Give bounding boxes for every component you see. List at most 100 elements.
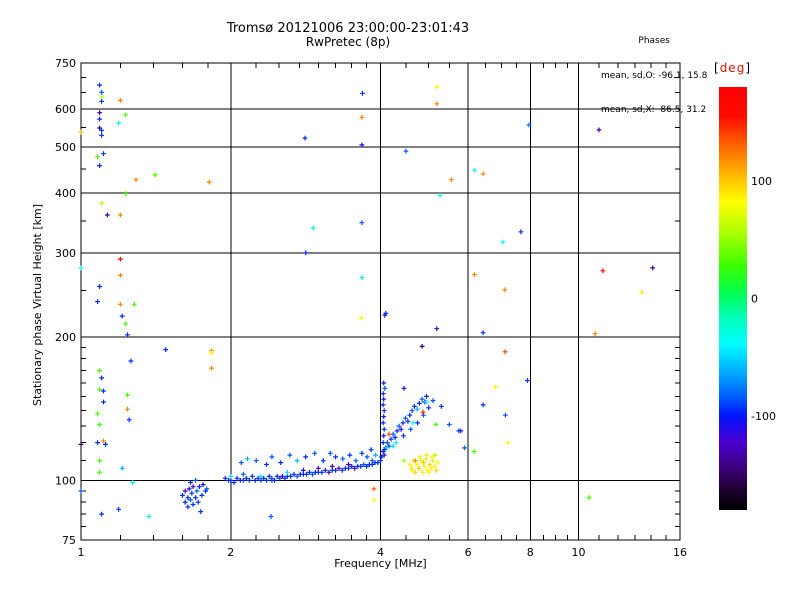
data-point bbox=[380, 420, 386, 426]
data-point bbox=[194, 488, 200, 494]
data-point bbox=[285, 469, 290, 475]
colorbar-unit-label: [deg] bbox=[714, 61, 751, 75]
data-point bbox=[99, 127, 104, 133]
y-tick-labels: 75 100 200 300 400 500 600 750 bbox=[55, 57, 76, 547]
data-point bbox=[380, 440, 386, 445]
data-point bbox=[209, 350, 214, 356]
data-point bbox=[95, 299, 100, 304]
data-point bbox=[438, 403, 444, 409]
y-tick-label: 75 bbox=[62, 534, 76, 547]
x-tick-label: 16 bbox=[673, 546, 687, 559]
y-tick-label: 400 bbox=[55, 187, 76, 200]
data-point bbox=[209, 365, 214, 371]
data-point bbox=[78, 265, 84, 271]
data-point bbox=[349, 464, 355, 469]
data-point bbox=[277, 475, 283, 481]
data-point bbox=[247, 478, 252, 483]
data-point bbox=[188, 480, 193, 485]
data-point bbox=[234, 475, 240, 481]
data-point bbox=[419, 344, 425, 349]
data-point bbox=[346, 462, 351, 467]
data-point bbox=[390, 431, 396, 437]
y-tick-label: 750 bbox=[55, 57, 76, 70]
data-point bbox=[394, 428, 400, 434]
x-tick-labels: 1 2 4 6 8 10 16 bbox=[78, 546, 688, 559]
data-point bbox=[95, 411, 100, 417]
data-point bbox=[471, 449, 477, 454]
data-point bbox=[97, 284, 102, 289]
data-point bbox=[123, 112, 129, 118]
data-point bbox=[97, 458, 102, 464]
data-point bbox=[307, 469, 312, 475]
data-point bbox=[268, 514, 274, 519]
data-point bbox=[500, 239, 506, 245]
data-point bbox=[97, 110, 102, 116]
data-point bbox=[99, 375, 104, 381]
data-point bbox=[95, 154, 100, 160]
data-point bbox=[434, 84, 440, 90]
colorbar-tick-label: 0 bbox=[751, 293, 758, 306]
data-point bbox=[412, 469, 418, 475]
data-point bbox=[228, 473, 234, 479]
data-point bbox=[435, 460, 441, 465]
data-point bbox=[401, 433, 406, 439]
data-point bbox=[368, 447, 374, 453]
data-point bbox=[274, 473, 280, 479]
data-point bbox=[252, 478, 258, 483]
data-point bbox=[200, 482, 206, 487]
data-point bbox=[361, 462, 367, 467]
data-point bbox=[333, 467, 338, 473]
data-point bbox=[480, 171, 486, 177]
data-point bbox=[381, 408, 387, 414]
data-point bbox=[97, 116, 102, 122]
data-point bbox=[329, 464, 335, 469]
data-point bbox=[78, 488, 84, 494]
phase-stats-x-line: mean, sd,X: 86.5, 31.2 bbox=[601, 105, 707, 115]
colorbar-tick-label: -100 bbox=[751, 410, 776, 423]
data-point bbox=[410, 420, 416, 426]
data-point bbox=[381, 414, 387, 420]
data-point bbox=[371, 497, 377, 503]
data-point bbox=[412, 458, 418, 464]
plot-subtitle: RwPretec (8p) bbox=[305, 35, 391, 49]
data-point bbox=[639, 289, 645, 295]
data-point bbox=[95, 440, 100, 445]
data-point bbox=[424, 394, 429, 399]
data-point bbox=[420, 409, 426, 415]
data-point bbox=[446, 422, 452, 427]
data-point bbox=[238, 460, 244, 465]
data-point bbox=[373, 452, 378, 458]
data-point bbox=[428, 465, 434, 471]
data-point bbox=[526, 122, 532, 128]
data-point bbox=[339, 467, 345, 473]
data-point bbox=[301, 467, 306, 473]
data-point bbox=[118, 256, 123, 262]
data-point bbox=[294, 473, 300, 479]
data-point bbox=[240, 471, 246, 477]
data-point bbox=[231, 480, 237, 485]
data-point bbox=[269, 454, 275, 460]
data-point bbox=[414, 462, 420, 467]
data-point bbox=[327, 450, 333, 456]
x-tick-label: 10 bbox=[572, 546, 586, 559]
data-point bbox=[118, 98, 123, 103]
data-point bbox=[287, 452, 293, 458]
data-point bbox=[433, 467, 439, 473]
x-tick-label: 1 bbox=[78, 546, 85, 559]
data-point bbox=[123, 191, 129, 197]
data-point bbox=[382, 385, 388, 391]
data-point bbox=[278, 460, 284, 465]
data-point bbox=[458, 428, 464, 434]
data-point bbox=[418, 458, 424, 464]
data-point bbox=[371, 486, 377, 492]
data-point bbox=[434, 326, 440, 332]
data-point bbox=[426, 405, 432, 411]
data-point bbox=[222, 475, 228, 481]
data-point bbox=[97, 163, 102, 168]
data-point bbox=[269, 478, 275, 483]
data-point bbox=[381, 396, 387, 402]
data-point bbox=[340, 456, 346, 462]
data-point bbox=[199, 493, 205, 498]
data-point bbox=[244, 475, 249, 481]
